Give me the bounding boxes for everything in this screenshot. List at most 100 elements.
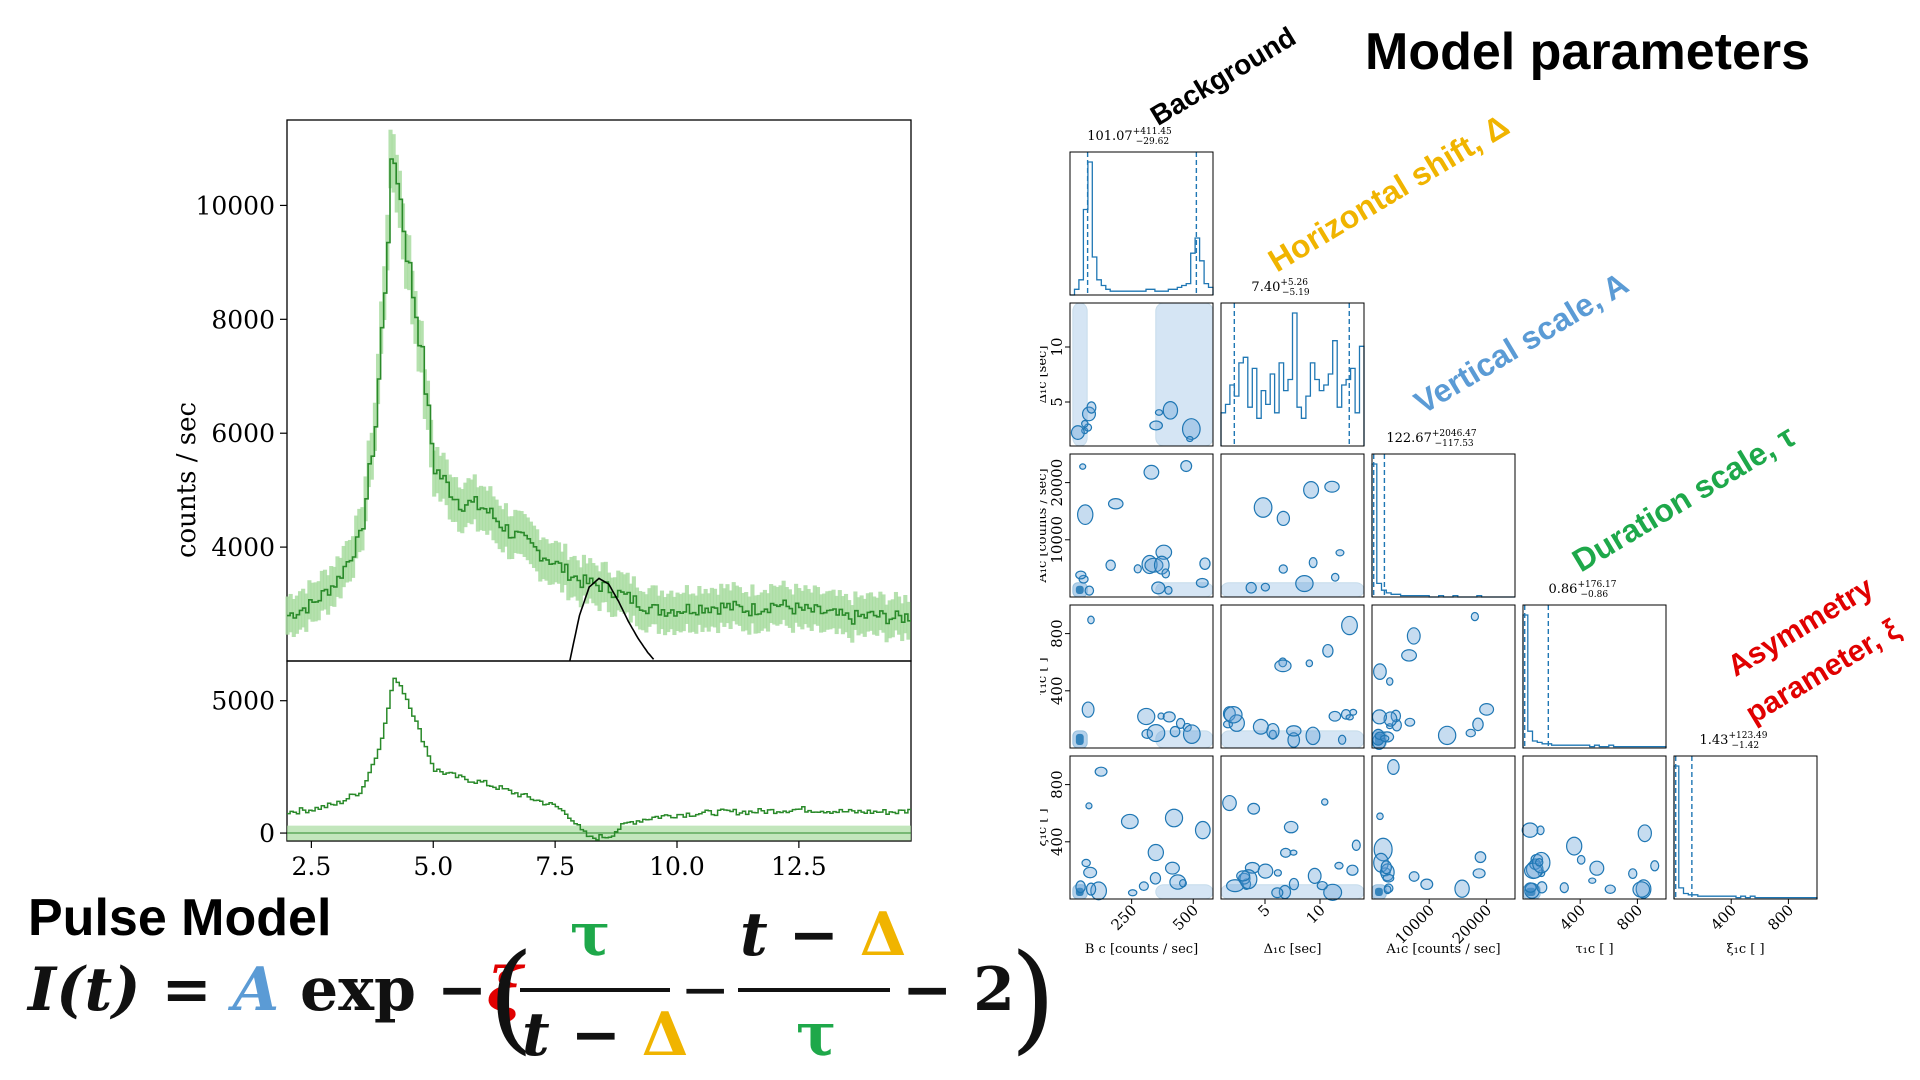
contour-blob xyxy=(1373,663,1387,680)
contour-blob xyxy=(1169,725,1181,738)
contour-blob xyxy=(1307,867,1322,884)
contour-blob xyxy=(1094,766,1108,777)
marginal-title-Delta: 7.40+5.26 −5.19 xyxy=(1251,278,1309,298)
contour-blob xyxy=(1178,878,1187,888)
contour-blob xyxy=(1479,703,1495,716)
eq-amplitude: A xyxy=(232,955,280,1025)
density-core xyxy=(1375,887,1383,896)
contour-blob xyxy=(1286,725,1302,737)
contour-blob xyxy=(1161,568,1171,579)
contour-blob xyxy=(1279,847,1292,858)
contour-blob xyxy=(1380,860,1392,875)
contour-blob xyxy=(1278,564,1288,574)
contour-blob xyxy=(1437,725,1457,746)
contour-blob xyxy=(1335,549,1345,557)
contour-blob xyxy=(1225,879,1245,893)
contour-blob xyxy=(1345,714,1354,721)
contour-blob xyxy=(1401,649,1418,662)
panel-frame xyxy=(1371,604,1516,749)
contour-blob xyxy=(1084,585,1095,596)
panel-frame xyxy=(1522,604,1667,749)
contour-blob xyxy=(1604,884,1616,894)
contour-blob xyxy=(1087,615,1095,625)
panel-frame xyxy=(1522,755,1667,900)
y-axis-label: A₁c [counts / sec] xyxy=(1040,468,1050,583)
xtick-label: 500 xyxy=(1169,901,1202,934)
eq-close-paren: ) xyxy=(1010,928,1057,1066)
contour-blob xyxy=(1086,401,1097,414)
xtick-label: 12.5 xyxy=(771,852,827,881)
contour-blob xyxy=(1149,871,1162,885)
y-axis-label: counts / sec xyxy=(172,402,202,558)
contour-blob xyxy=(1252,718,1269,735)
density-core xyxy=(1075,733,1084,745)
eq-xi: ξ xyxy=(487,955,523,1025)
contour-blob xyxy=(1351,839,1361,851)
marginal-title-B: 101.07+411.45 −29.62 xyxy=(1087,127,1172,147)
contour-blob xyxy=(1143,464,1160,480)
contour-blob xyxy=(1320,798,1329,806)
y-axis-label: Δ₁c [sec] xyxy=(1040,346,1050,404)
contour-blob xyxy=(1079,463,1087,470)
eq-frac2-t-minus: t − xyxy=(740,900,860,970)
eq-frac2-delta: Δ xyxy=(859,900,907,970)
marginal-panel-Delta: 7.40+5.26 −5.19 xyxy=(1220,278,1365,447)
density-core xyxy=(1075,887,1084,896)
contour-blob xyxy=(1308,557,1318,569)
joint-panel-B-xi: 250 500 B c [counts / sec] 400 800 ξ₁c [ ] xyxy=(1040,755,1214,957)
contour-blob xyxy=(1588,877,1597,884)
contour-blob xyxy=(1120,813,1139,830)
contour-blob xyxy=(1169,874,1187,890)
contour-blob xyxy=(1283,820,1299,834)
xtick-label: 2.5 xyxy=(291,852,331,881)
contour-blob xyxy=(1274,659,1292,673)
contour-blob xyxy=(1386,677,1394,686)
xtick-label: 250 xyxy=(1107,901,1140,934)
contour-blob xyxy=(1341,615,1358,636)
ytick-label: 5 xyxy=(1048,397,1066,407)
contour-blob xyxy=(1077,504,1094,526)
x-axis-label: Δ₁c [sec] xyxy=(1264,942,1322,957)
xtick-label: 7.5 xyxy=(535,852,575,881)
contour-blob xyxy=(1334,861,1344,870)
contour-blob xyxy=(1271,887,1284,899)
contour-blob xyxy=(1322,643,1334,658)
contour-blob xyxy=(1223,706,1243,724)
panel-frame xyxy=(1220,755,1365,900)
contour-blob xyxy=(1155,544,1173,560)
ytick-label: 400 xyxy=(1048,676,1066,705)
ytick-label: 400 xyxy=(1048,827,1066,856)
contour-blob xyxy=(1337,734,1347,745)
contour-blob xyxy=(1081,858,1091,868)
ytick-label: 10000 xyxy=(195,191,275,220)
contour-blob xyxy=(1383,885,1392,895)
contour-blob xyxy=(1222,794,1237,812)
contour-blob xyxy=(1535,858,1544,867)
x-axis-label: A₁c [counts / sec] xyxy=(1385,942,1500,957)
contour-blob xyxy=(1373,837,1393,862)
eq-frac1-t-minus: t − xyxy=(522,1000,642,1070)
contour-blob xyxy=(1162,711,1176,723)
contour-blob xyxy=(1253,497,1273,518)
panel-frame xyxy=(1371,453,1516,598)
contour-blob xyxy=(1406,627,1421,645)
contour-blob xyxy=(1107,498,1124,510)
pulse-model-curve xyxy=(569,577,655,662)
xtick-label: 800 xyxy=(1613,901,1646,934)
panel-frame xyxy=(1673,755,1818,900)
contour-blob xyxy=(1524,882,1537,893)
contour-blob xyxy=(1164,585,1173,595)
panel-frame xyxy=(1069,302,1214,447)
x-axis-label: τ₁c [ ] xyxy=(1575,942,1613,957)
contour-blob xyxy=(1081,406,1097,422)
contour-blob xyxy=(1182,724,1201,744)
contour-blob xyxy=(1470,611,1480,622)
contour-blob xyxy=(1149,420,1164,431)
contour-blob xyxy=(1465,728,1476,738)
contour-blob xyxy=(1085,802,1093,810)
contour-blob xyxy=(1346,864,1359,876)
contour-blob xyxy=(1289,849,1298,856)
contour-blob xyxy=(1404,717,1416,727)
